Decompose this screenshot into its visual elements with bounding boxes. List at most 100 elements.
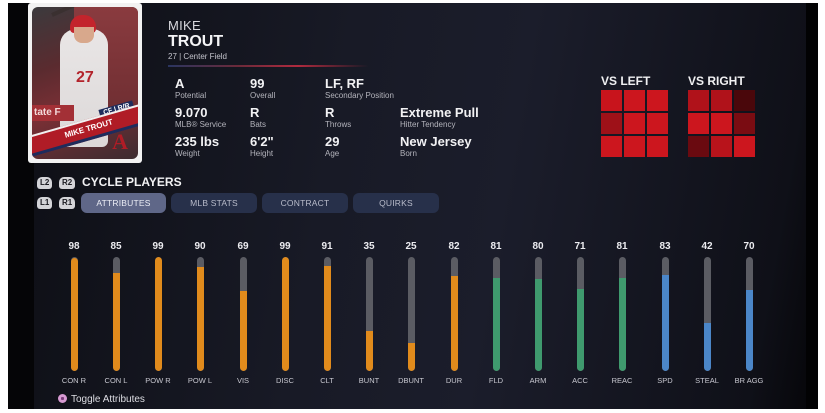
stat-value: R [325,105,335,120]
stadium-ad: tate F [32,105,74,121]
stat-overall: 99 Overall [250,76,275,101]
stat-throws: R Throws [325,105,351,130]
attribute-dbunt: 25 DBUNT [391,240,431,385]
stat-label: MLB® Service [175,120,227,129]
attribute-bar-fill [576,288,584,371]
attribute-value: 83 [659,241,671,252]
tab-quirks[interactable]: QUIRKS [353,193,439,213]
attribute-pow-l: 90 POW L [180,240,220,385]
hot-zone-cell [647,136,668,157]
attribute-value: 42 [701,241,713,252]
vs-left-title: VS LEFT [601,74,651,88]
attribute-steal: 42 STEAL [687,240,727,385]
attribute-value: 69 [237,241,249,252]
stat-label: Age [325,149,340,158]
attribute-vis: 69 VIS [223,240,263,385]
attribute-value: 81 [490,241,502,252]
stat-value: 235 lbs [175,134,220,149]
attribute-bar-track [112,257,120,371]
toggle-attributes-hint[interactable]: Toggle Attributes [58,394,145,405]
hot-zone-cell [711,113,732,134]
attribute-br-agg: 70 BR AGG [729,240,769,385]
attribute-bar-fill [492,277,500,371]
stat-age: 29 Age [325,134,339,159]
hot-zone-cell [688,136,709,157]
touchpad-button-icon [58,394,67,403]
r2-button-icon[interactable]: R2 [59,177,76,189]
r1-button-icon[interactable]: R1 [59,197,76,209]
vs-right-title: VS RIGHT [688,74,745,88]
attribute-value: 25 [405,241,417,252]
attribute-bar-track [196,257,204,371]
attribute-bar-track [576,257,584,371]
attribute-bar-track [492,257,500,371]
tab-attributes[interactable]: ATTRIBUTES [81,193,166,213]
attribute-bunt: 35 BUNT [349,240,389,385]
l2-button-icon[interactable]: L2 [37,177,53,189]
attribute-value: 80 [532,241,544,252]
stat-mlb-service: 9.070 MLB® Service [175,105,226,130]
attribute-value: 99 [279,241,291,252]
hot-zone-cell [624,136,645,157]
attribute-pow-r: 99 POW R [138,240,178,385]
hot-zone-cell [647,113,668,134]
attribute-value: 98 [68,241,80,252]
attribute-value: 81 [616,241,628,252]
vs-left-hot-zone-grid [601,90,668,157]
attribute-label: FLD [488,376,504,385]
stat-value: New Jersey [400,134,472,149]
stat-value: 6'2" [250,134,274,149]
attribute-bar-fill [196,267,204,371]
l1-button-icon[interactable]: L1 [37,197,53,209]
attribute-bar-track [534,257,542,371]
attribute-label: CON R [61,376,87,385]
stat-value: Extreme Pull [400,105,479,120]
attribute-value: 71 [574,241,586,252]
attribute-label: DUR [445,376,463,385]
tab-mlb-stats[interactable]: MLB STATS [171,193,257,213]
stat-bats: R Bats [250,105,266,130]
stat-label: Overall [250,91,276,100]
hot-zone-cell [601,90,622,111]
vs-right-hot-zone-grid [688,90,755,157]
attribute-reac: 81 REAC [602,240,642,385]
attribute-spd: 83 SPD [645,240,685,385]
attribute-label: ACC [572,376,588,385]
attribute-bar-fill [365,331,373,371]
attribute-value: 85 [110,241,122,252]
hot-zone-cell [647,90,668,111]
toggle-attributes-label: Toggle Attributes [71,394,145,405]
stat-weight: 235 lbs Weight [175,134,219,159]
attribute-bar-track [618,257,626,371]
attribute-bar-fill [239,291,247,371]
stat-value: 29 [325,134,340,149]
attribute-bar-fill [112,272,120,371]
attribute-dur: 82 DUR [434,240,474,385]
attribute-label: ARM [529,376,547,385]
player-photo: 27 tate F CF | R/R MIKE TROUT A [32,7,138,159]
stat-potential: A Potential [175,76,206,101]
attribute-bar-fill [661,275,669,371]
hot-zone-cell [734,113,755,134]
stat-born: New Jersey Born [400,134,472,159]
attribute-bar-fill [450,276,458,371]
attribute-label: DISC [276,376,294,385]
attribute-bar-fill [618,277,626,371]
tab-contract[interactable]: CONTRACT [262,193,348,213]
attribute-bar-track [154,257,162,371]
attribute-bar-fill [281,257,289,371]
stat-value: LF, RF [325,76,364,91]
player-card: 27 tate F CF | R/R MIKE TROUT A [28,3,142,163]
attribute-disc: 99 DISC [265,240,305,385]
attribute-value: 70 [743,241,755,252]
stat-label: Secondary Position [325,91,394,100]
cycle-players-label: CYCLE PLAYERS [82,175,182,189]
stat-label: Born [400,149,417,158]
attribute-arm: 80 ARM [518,240,558,385]
attribute-value: 82 [448,241,460,252]
attribute-bar-fill [407,342,415,371]
stat-label: Potential [175,91,207,100]
attribute-label: VIS [236,376,250,385]
hot-zone-cell [711,136,732,157]
attribute-acc: 71 ACC [560,240,600,385]
